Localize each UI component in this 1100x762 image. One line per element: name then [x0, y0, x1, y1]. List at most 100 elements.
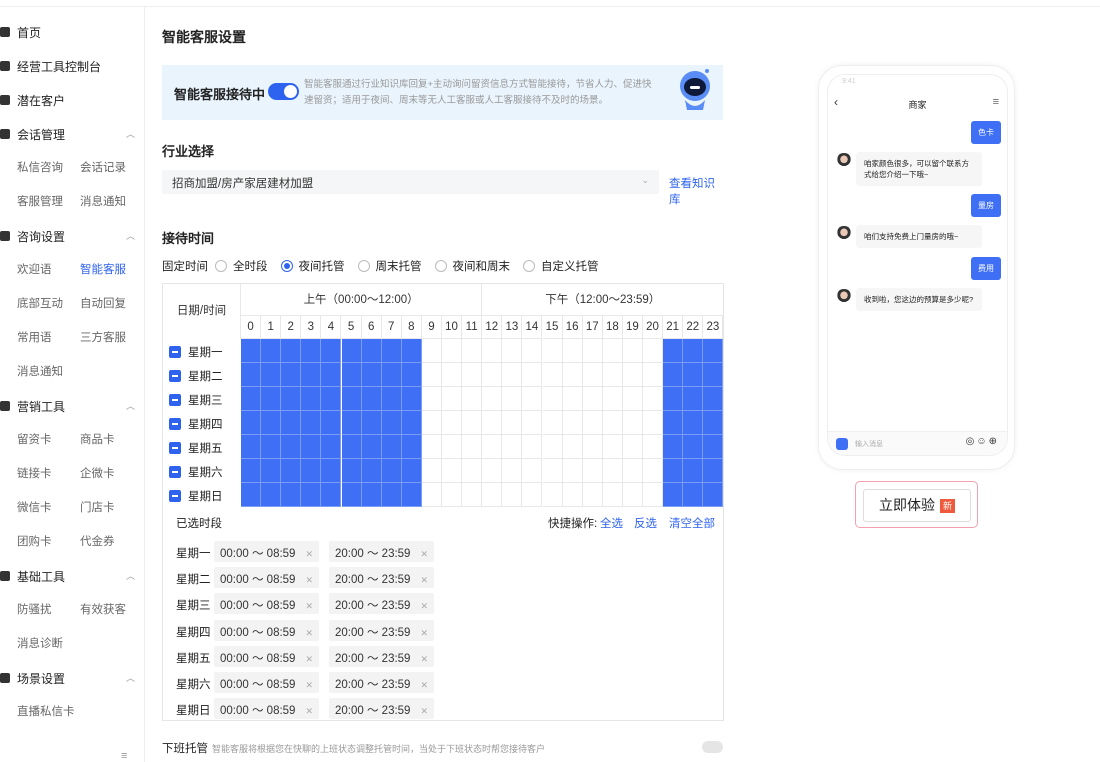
- time-cell[interactable]: [321, 435, 342, 459]
- time-cell[interactable]: [361, 483, 382, 507]
- time-cell[interactable]: [301, 387, 322, 411]
- time-cell[interactable]: [281, 483, 302, 507]
- time-cell[interactable]: [602, 435, 623, 459]
- time-cell[interactable]: [381, 387, 402, 411]
- day-row-label[interactable]: 星期四: [169, 416, 223, 432]
- chevron-up-icon[interactable]: ︿: [126, 231, 136, 241]
- time-cell[interactable]: [361, 363, 382, 387]
- chevron-up-icon[interactable]: ︿: [126, 571, 136, 581]
- time-cell[interactable]: [562, 435, 583, 459]
- time-cell[interactable]: [643, 483, 664, 507]
- sidebar-subitem[interactable]: 链接卡: [17, 468, 52, 480]
- time-cell[interactable]: [542, 435, 563, 459]
- time-cell[interactable]: [281, 435, 302, 459]
- day-checkbox[interactable]: [169, 394, 181, 406]
- invert-link[interactable]: 反选: [634, 518, 657, 530]
- time-cell[interactable]: [643, 339, 664, 363]
- chevron-up-icon[interactable]: ︿: [126, 673, 136, 683]
- time-cell[interactable]: [663, 435, 684, 459]
- time-cell[interactable]: [321, 483, 342, 507]
- time-cell[interactable]: [522, 339, 543, 363]
- time-cell[interactable]: [401, 435, 422, 459]
- radio-mode-1[interactable]: 夜间托管: [280, 258, 345, 274]
- radio-mode-3[interactable]: 夜间和周末: [434, 258, 510, 274]
- time-cell[interactable]: [683, 339, 704, 363]
- sidebar-item-6[interactable]: 基础工具: [0, 566, 65, 586]
- close-icon[interactable]: ✕: [305, 575, 313, 586]
- time-cell[interactable]: [663, 387, 684, 411]
- time-cell[interactable]: [562, 459, 583, 483]
- time-cell[interactable]: [582, 459, 603, 483]
- time-cell[interactable]: [482, 339, 503, 363]
- time-cell[interactable]: [502, 483, 523, 507]
- time-cell[interactable]: [241, 435, 262, 459]
- close-icon[interactable]: ✕: [420, 653, 428, 664]
- time-cell[interactable]: [482, 411, 503, 435]
- time-cell[interactable]: [602, 483, 623, 507]
- sidebar-subitem[interactable]: 直播私信卡: [17, 706, 75, 718]
- time-cell[interactable]: [301, 363, 322, 387]
- smart-service-toggle[interactable]: [268, 83, 299, 100]
- time-cell[interactable]: [582, 411, 603, 435]
- sidebar-item-0[interactable]: 首页: [0, 22, 41, 42]
- time-cell[interactable]: [562, 363, 583, 387]
- close-icon[interactable]: ✕: [305, 601, 313, 612]
- time-cell[interactable]: [381, 459, 402, 483]
- time-cell[interactable]: [482, 387, 503, 411]
- time-cell[interactable]: [482, 459, 503, 483]
- time-cell[interactable]: [421, 435, 442, 459]
- voice-emoji-plus-icons[interactable]: ◎☺⊕: [965, 436, 999, 447]
- time-cell[interactable]: [703, 339, 724, 363]
- time-cell[interactable]: [421, 459, 442, 483]
- time-cell[interactable]: [261, 459, 282, 483]
- time-cell[interactable]: [421, 411, 442, 435]
- sidebar-subitem[interactable]: 门店卡: [80, 502, 115, 514]
- time-cell[interactable]: [261, 339, 282, 363]
- sidebar-subitem[interactable]: 私信咨询: [17, 162, 63, 174]
- time-cell[interactable]: [663, 411, 684, 435]
- sidebar-subitem[interactable]: 会话记录: [80, 162, 126, 174]
- time-cell[interactable]: [261, 483, 282, 507]
- time-cell[interactable]: [442, 387, 463, 411]
- time-cell[interactable]: [582, 339, 603, 363]
- time-cell[interactable]: [361, 339, 382, 363]
- time-cell[interactable]: [401, 411, 422, 435]
- time-cell[interactable]: [643, 435, 664, 459]
- time-cell[interactable]: [321, 339, 342, 363]
- time-cell[interactable]: [361, 411, 382, 435]
- radio-mode-0[interactable]: 全时段: [215, 258, 268, 274]
- time-cell[interactable]: [502, 387, 523, 411]
- time-cell[interactable]: [261, 387, 282, 411]
- time-cell[interactable]: [381, 435, 402, 459]
- day-checkbox[interactable]: [169, 346, 181, 358]
- time-cell[interactable]: [401, 483, 422, 507]
- chevron-up-icon[interactable]: ︿: [126, 401, 136, 411]
- time-cell[interactable]: [462, 387, 483, 411]
- day-row-label[interactable]: 星期三: [169, 392, 223, 408]
- time-cell[interactable]: [482, 363, 503, 387]
- time-cell[interactable]: [341, 387, 362, 411]
- time-cell[interactable]: [643, 387, 664, 411]
- close-icon[interactable]: ✕: [305, 627, 313, 638]
- time-cell[interactable]: [462, 363, 483, 387]
- time-cell[interactable]: [421, 483, 442, 507]
- time-cell[interactable]: [502, 435, 523, 459]
- sidebar-subitem[interactable]: 有效获客: [80, 604, 126, 616]
- time-cell[interactable]: [361, 435, 382, 459]
- time-cell[interactable]: [281, 363, 302, 387]
- time-cell[interactable]: [301, 459, 322, 483]
- time-cell[interactable]: [622, 435, 643, 459]
- time-cell[interactable]: [522, 483, 543, 507]
- time-cell[interactable]: [502, 411, 523, 435]
- time-cell[interactable]: [562, 339, 583, 363]
- time-cell[interactable]: [622, 459, 643, 483]
- time-cell[interactable]: [602, 387, 623, 411]
- time-cell[interactable]: [241, 459, 262, 483]
- time-cell[interactable]: [683, 363, 704, 387]
- time-cell[interactable]: [663, 363, 684, 387]
- time-cell[interactable]: [401, 459, 422, 483]
- time-cell[interactable]: [462, 411, 483, 435]
- radio-mode-4[interactable]: 自定义托管: [523, 258, 599, 274]
- close-icon[interactable]: ✕: [420, 627, 428, 638]
- time-cell[interactable]: [703, 483, 724, 507]
